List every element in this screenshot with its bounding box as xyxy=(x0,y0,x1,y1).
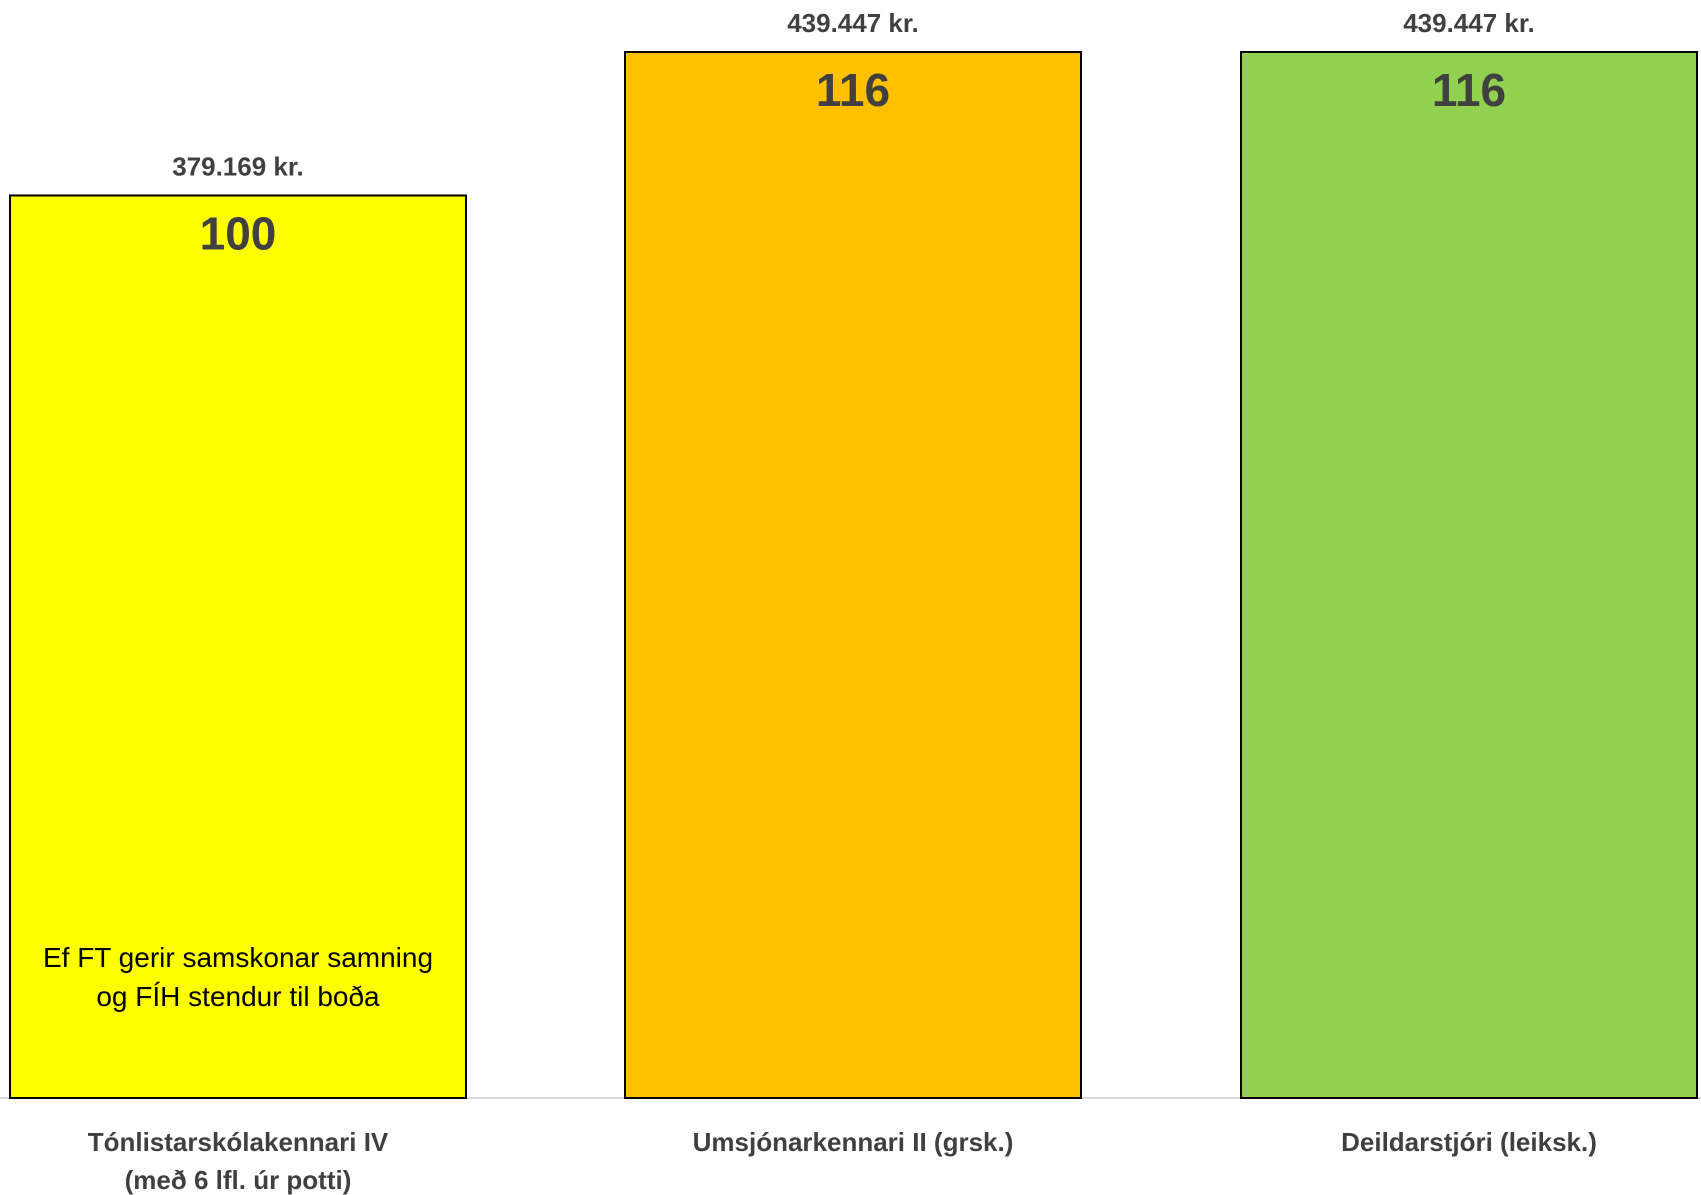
bar-2 xyxy=(1240,51,1698,1099)
data-label-1: 439.447 kr. xyxy=(787,8,919,38)
category-label-0-line-0: Tónlistarskólakennari IV xyxy=(88,1127,389,1157)
bars-group xyxy=(9,51,1698,1099)
index-label-1: 116 xyxy=(816,64,890,116)
data-label-2: 439.447 kr. xyxy=(1403,8,1535,38)
annotation-line-0: Ef FT gerir samskonar samning xyxy=(43,942,433,973)
bar-0 xyxy=(9,194,467,1099)
labels-group: 379.169 kr. 100 Tónlistarskólakennari IV (m… xyxy=(43,8,1597,1195)
bar-1 xyxy=(624,51,1082,1099)
data-label-0: 379.169 kr. xyxy=(172,151,304,181)
annotation-line-1: og FÍH stendur til boða xyxy=(96,981,380,1012)
index-label-2: 116 xyxy=(1432,64,1506,116)
index-label-0: 100 xyxy=(200,207,277,259)
category-label-2: Deildarstjóri (leiksk.) xyxy=(1341,1127,1597,1157)
category-label-0-line-1: (með 6 lfl. úr potti) xyxy=(125,1165,352,1195)
category-label-1: Umsjónarkennari II (grsk.) xyxy=(693,1127,1014,1157)
